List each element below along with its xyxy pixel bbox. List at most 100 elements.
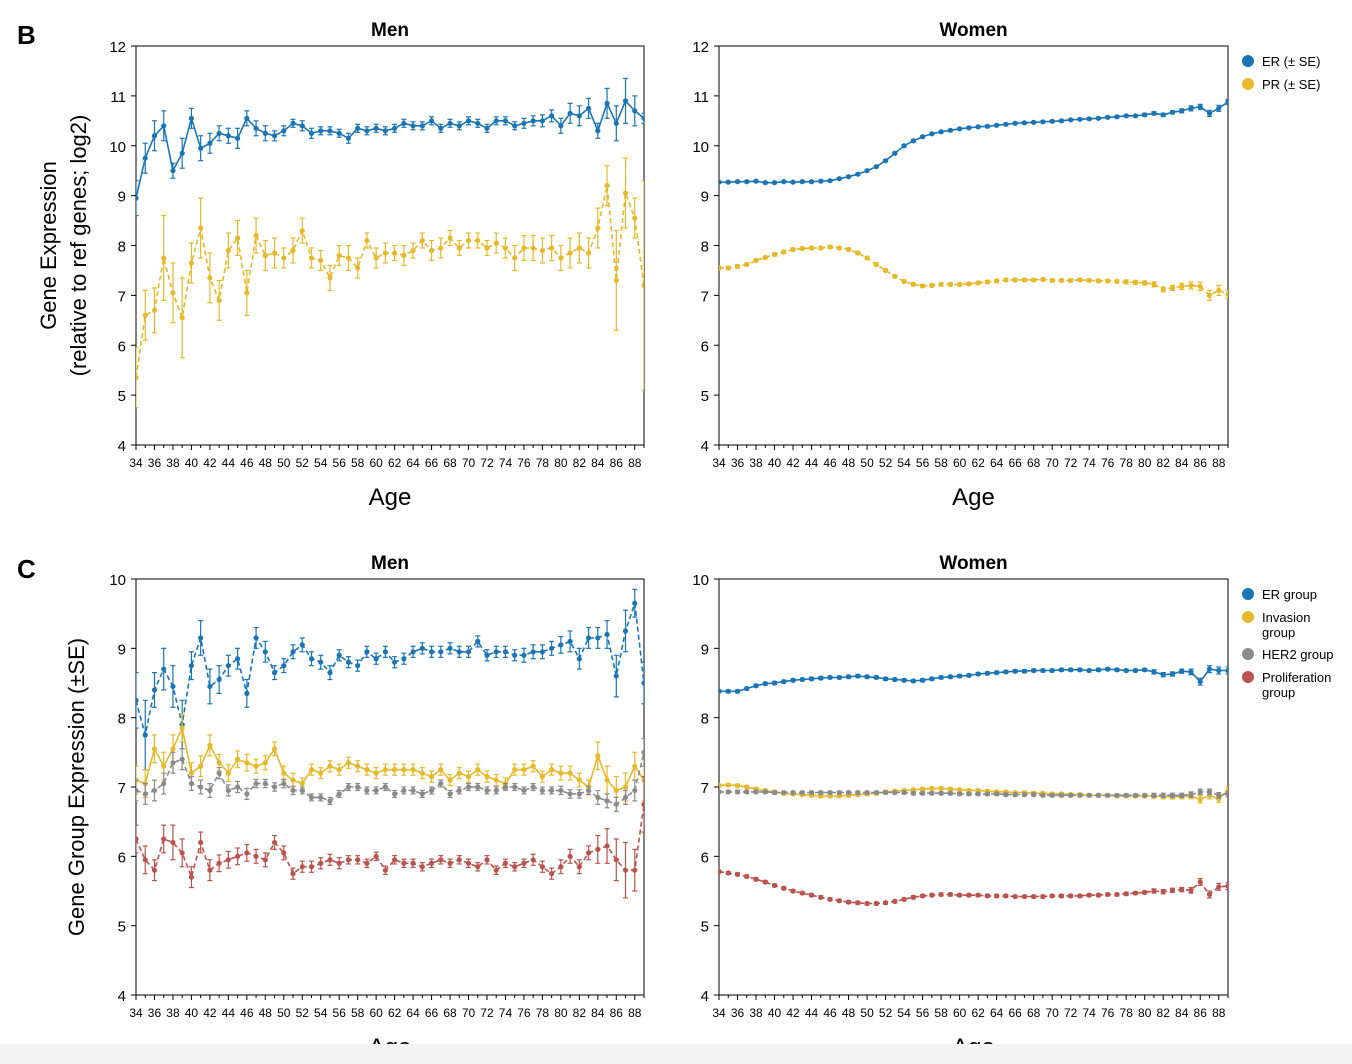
data-point [447,235,453,241]
data-point [290,787,296,794]
data-point [179,150,185,156]
data-point [1123,891,1129,897]
x-tick-label: 34 [712,1006,726,1020]
data-point [308,656,315,662]
data-point [271,133,278,139]
x-tick-label: 36 [731,1006,745,1020]
data-point [719,265,722,271]
data-point [595,635,601,641]
x-tick-label: 68 [443,1006,457,1020]
data-point [447,645,453,651]
data-point [1206,110,1213,116]
data-point [1021,277,1027,283]
data-point [910,790,916,796]
data-point [521,652,527,658]
data-point [1197,879,1203,885]
data-point [151,746,158,752]
data-point [957,281,963,288]
data-point [753,789,759,795]
data-point [216,130,222,136]
data-point [799,676,805,683]
data-point [753,876,759,882]
data-point [585,105,592,111]
data-point [308,794,315,801]
x-tick-label: 44 [222,456,236,470]
data-point [373,787,379,794]
data-point [327,670,333,676]
data-point [373,656,379,662]
series-her2-group [136,737,644,812]
data-point [725,870,731,876]
x-tick-label: 66 [425,456,439,470]
data-point [271,250,278,256]
data-point [873,164,879,170]
x-tick-label: 58 [351,456,365,470]
data-point [1179,792,1185,798]
data-point [1058,792,1065,798]
data-point [1114,891,1120,898]
legend-label: ER group [1262,587,1317,602]
data-point [827,178,833,184]
data-point [1012,792,1018,798]
data-point [216,676,222,683]
data-point [808,676,815,682]
data-point [447,120,453,126]
data-point [744,784,750,790]
data-point [1049,118,1055,124]
data-point [920,134,926,140]
data-point [299,227,305,234]
data-point [392,791,398,797]
x-tick-label: 86 [1194,456,1208,470]
data-point [1012,893,1018,900]
data-point [762,681,768,687]
data-point [1077,792,1083,798]
data-point [604,183,610,189]
data-point [225,787,231,794]
series-pr-se [719,244,1228,301]
data-point [502,118,509,124]
data-point [327,275,333,281]
x-tick-label: 58 [934,1006,948,1020]
x-tick-label: 88 [1212,456,1226,470]
data-point [281,663,287,669]
y-tick-label: 8 [118,239,126,256]
data-point [318,128,324,134]
data-point [1058,277,1065,284]
y-tick-label: 9 [701,189,709,206]
data-point [484,652,490,658]
data-point [419,123,425,129]
legend-marker [1242,648,1254,660]
data-point [188,780,195,787]
x-tick-label: 70 [462,1006,476,1020]
data-point [447,791,453,797]
data-point [1179,887,1185,893]
data-point [920,893,926,899]
x-tick-label: 52 [296,1006,310,1020]
data-point [179,850,185,856]
data-point [1188,669,1194,675]
x-tick-label: 42 [786,456,800,470]
data-point [1123,113,1129,119]
data-point [198,145,204,151]
chart-title: Men [371,553,409,574]
data-point [225,247,231,254]
data-point [604,631,610,638]
data-point [1142,280,1148,286]
data-point [938,281,944,288]
data-point [493,240,499,246]
data-point [1012,277,1018,283]
data-point [364,128,370,134]
data-point [873,261,879,268]
data-point [521,245,527,251]
data-point [613,277,619,284]
data-point [975,280,981,286]
data-point [1068,117,1074,123]
data-point [641,680,644,686]
data-point [558,864,564,870]
data-point [1040,276,1046,283]
x-tick-label: 80 [1138,1006,1152,1020]
x-tick-label: 36 [148,1006,162,1020]
